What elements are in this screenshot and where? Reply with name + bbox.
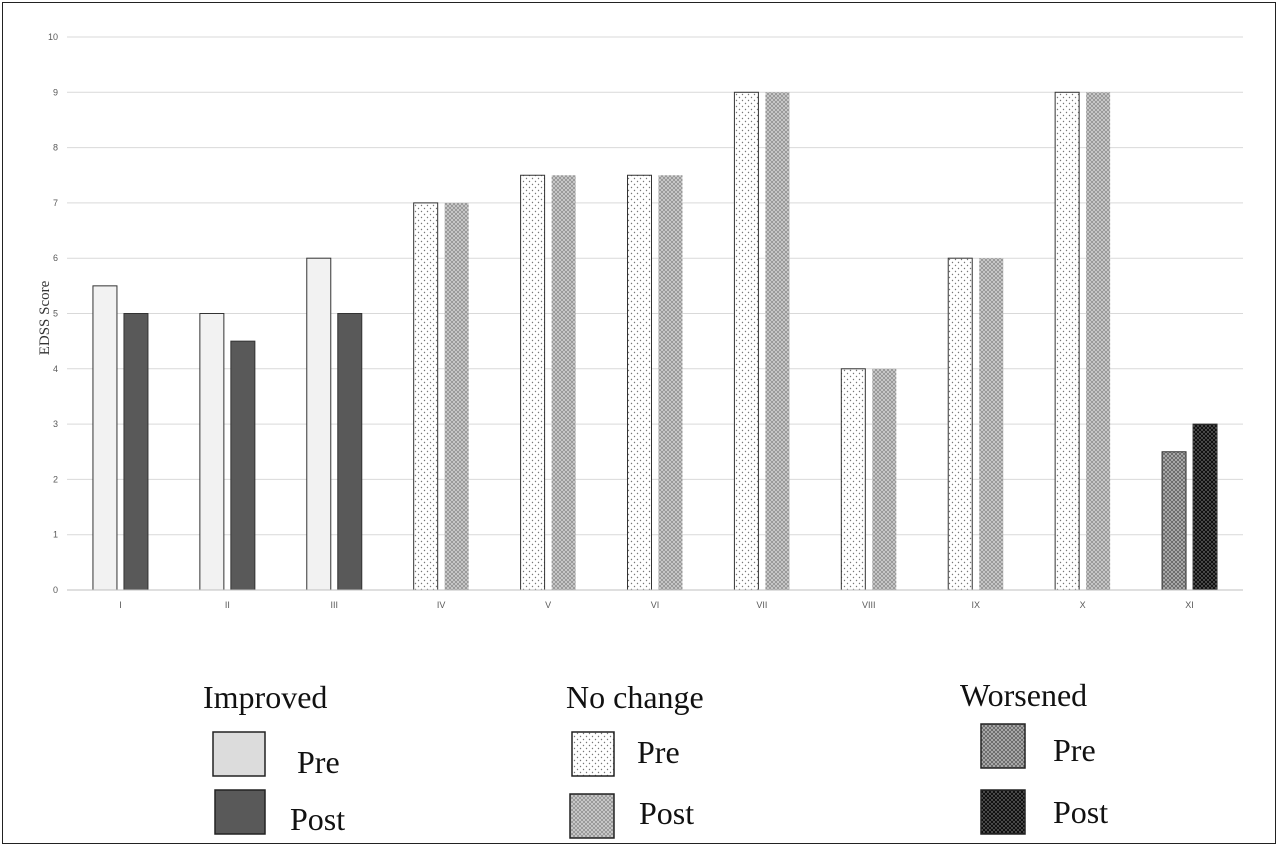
bar-IX-post (979, 258, 1004, 590)
x-tick-label: I (119, 600, 122, 610)
y-axis-ticks: 0 1 2 3 4 5 6 7 8 9 10 (48, 32, 58, 595)
bar-VIII-pre (840, 368, 866, 591)
legend-swatch-no-change-pre (571, 731, 615, 777)
bar-IX-pre (947, 257, 973, 591)
x-tick-label: XI (1185, 600, 1194, 610)
bar-XI-pre (1161, 451, 1187, 591)
x-tick-label: IV (437, 600, 446, 610)
bar-I-post (123, 313, 149, 591)
legend-title-worsened: Worsened (960, 677, 1087, 713)
y-tick-label: 4 (53, 364, 58, 374)
x-tick-label: IX (971, 600, 980, 610)
legend-label-improved-pre: Pre (297, 744, 340, 780)
bar-I-pre (92, 285, 118, 591)
x-axis-ticks: I II III IV V VI VII VIII IX X XI (119, 600, 1194, 610)
x-tick-label: X (1080, 600, 1086, 610)
legend-title-improved: Improved (203, 679, 327, 715)
y-tick-label: 8 (53, 143, 58, 153)
bar-II-post (230, 340, 256, 591)
legend-swatch-improved-pre (212, 731, 266, 777)
y-tick-label: 2 (53, 474, 58, 484)
bar-VI-pre (627, 174, 652, 591)
legend-swatch-improved-post (214, 789, 266, 835)
bar-III-pre (306, 257, 332, 591)
x-tick-label: II (225, 600, 230, 610)
legend-group-worsened: Worsened Pre Post (960, 677, 1108, 835)
x-tick-label: III (331, 600, 339, 610)
bar-XI-post (1192, 423, 1218, 591)
bar-V-post (551, 175, 576, 590)
bar-VI-post (658, 175, 683, 590)
y-tick-label: 5 (53, 309, 58, 319)
bar-VII-pre (733, 91, 759, 591)
gridlines (67, 36, 1243, 536)
bar-II-pre (199, 313, 225, 591)
x-tick-label: VI (651, 600, 660, 610)
legend-swatch-no-change-post (569, 793, 615, 839)
bar-IV-post (444, 202, 469, 590)
legend-title-no-change: No change (566, 679, 704, 715)
y-tick-label: 9 (53, 87, 58, 97)
legend-group-improved: Improved Pre Post (203, 679, 345, 837)
x-tick-label: V (545, 600, 551, 610)
bar-X-pre (1054, 91, 1080, 591)
bar-IV-pre (413, 202, 439, 591)
y-axis-label: EDSS Score (37, 280, 53, 355)
bar-VIII-post (872, 368, 897, 590)
y-tick-label: 1 (53, 530, 58, 540)
legend-label-no-change-pre: Pre (637, 734, 680, 770)
bar-III-post (337, 313, 363, 591)
bar-VII-post (765, 92, 790, 591)
legend-label-worsened-pre: Pre (1053, 732, 1096, 768)
bar-X-post (1086, 92, 1111, 591)
x-tick-label: VIII (862, 600, 876, 610)
legend-label-improved-post: Post (290, 801, 345, 837)
legend-swatch-worsened-pre (980, 723, 1026, 769)
legend-swatch-worsened-post (980, 789, 1026, 835)
y-tick-label: 7 (53, 198, 58, 208)
legend: Improved Pre Post No change Pre Post Wor… (203, 677, 1108, 839)
bar-V-pre (520, 174, 546, 591)
y-tick-label: 6 (53, 253, 58, 263)
legend-group-no-change: No change Pre Post (566, 679, 704, 839)
y-tick-label: 10 (48, 32, 58, 42)
y-tick-label: 3 (53, 419, 58, 429)
legend-label-no-change-post: Post (639, 795, 694, 831)
bars (92, 91, 1218, 591)
x-tick-label: VII (756, 600, 767, 610)
y-tick-label: 0 (53, 585, 58, 595)
legend-label-worsened-post: Post (1053, 794, 1108, 830)
